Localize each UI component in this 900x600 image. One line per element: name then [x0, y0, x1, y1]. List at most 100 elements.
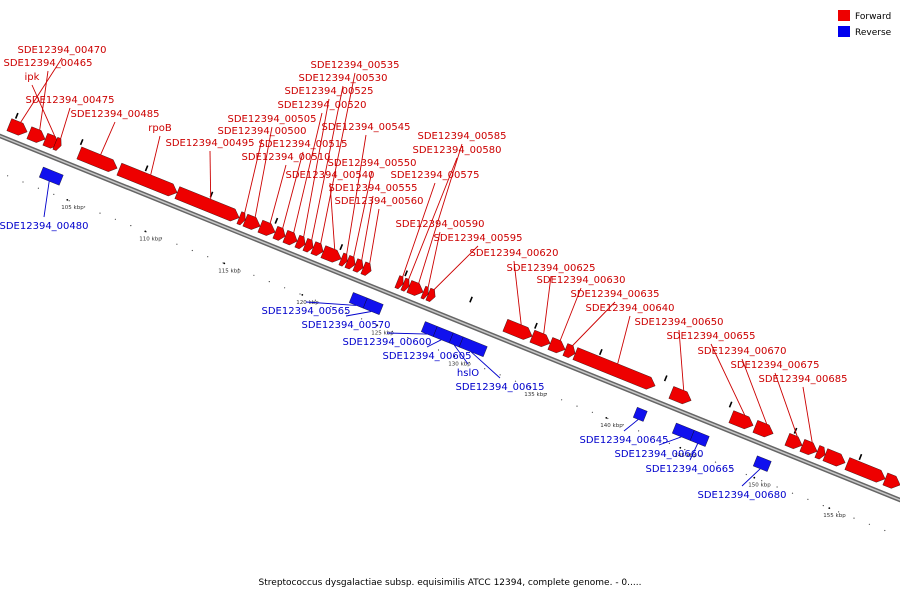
gene-arrow-fwd-30	[668, 386, 692, 405]
gene-label: SDE12394_00555	[329, 183, 418, 194]
minor-tick	[653, 436, 655, 438]
gene-label: SDE12394_00615	[456, 382, 545, 393]
minor-tick	[207, 256, 209, 258]
minor-tick	[160, 237, 163, 239]
gene-arrow-fwd-12	[294, 234, 306, 250]
leader-line	[361, 195, 374, 261]
leader-line	[346, 134, 367, 255]
gene-arrow-rev-9	[689, 430, 710, 447]
minor-tick	[376, 324, 378, 326]
leader-line	[658, 436, 682, 446]
minor-tick	[68, 200, 70, 202]
gene-arrow-fwd-34	[799, 439, 818, 455]
gene-label: hslO	[457, 368, 479, 379]
minor-tick	[253, 274, 255, 276]
major-tick	[605, 417, 608, 419]
major-tick	[301, 294, 304, 296]
leader-line	[710, 343, 746, 416]
minor-tick	[622, 424, 624, 426]
gene-label: SDE12394_00665	[646, 464, 735, 475]
leader-line	[802, 386, 813, 443]
leader-line	[386, 332, 428, 335]
minor-tick	[145, 231, 147, 233]
leader-line	[254, 126, 273, 218]
gene-arrow-fwd-26	[529, 329, 551, 347]
minor-tick	[37, 187, 40, 189]
minor-tick	[222, 262, 224, 264]
gene-label: SDE12394_00685	[759, 374, 848, 385]
legend-forward-swatch	[838, 10, 850, 21]
leader-line	[774, 372, 798, 437]
minor-tick	[714, 461, 717, 463]
leader-line	[741, 358, 768, 425]
gene-arrow-fwd-extra-3	[882, 472, 900, 489]
leader-line	[617, 315, 631, 364]
leader-line	[39, 70, 49, 130]
major-tick	[66, 199, 69, 201]
minor-tick	[484, 368, 486, 370]
gene-label: SDE12394_00640	[586, 303, 675, 314]
tick-label: 105 kbp	[61, 205, 84, 211]
gene-label: SDE12394_00625	[507, 263, 596, 274]
minor-tick	[345, 312, 347, 314]
gene-label: SDE12394_00670	[698, 346, 787, 357]
leader-line	[623, 419, 639, 432]
gene-label: SDE12394_00630	[537, 275, 626, 286]
leader-line	[311, 85, 344, 240]
gene-arrow-fwd-32	[752, 420, 774, 438]
minor-tick	[530, 386, 532, 388]
minor-tick	[730, 467, 732, 469]
gene-arrow-fwd-29	[572, 347, 656, 390]
leader-line	[572, 301, 616, 346]
leader-line	[433, 245, 479, 290]
legend-reverse-swatch	[838, 26, 850, 37]
major-tick	[753, 476, 756, 479]
gene-track	[6, 118, 900, 489]
gene-label: SDE12394_00645	[580, 435, 669, 446]
minor-tick	[638, 430, 640, 432]
gene-arrow-fwd-8	[242, 213, 261, 230]
gene-arrow-fwd-28	[562, 343, 576, 358]
gene-arrow-fwd-1	[26, 126, 46, 143]
gene-arrow-fwd-24	[425, 287, 436, 302]
minor-tick	[884, 529, 886, 532]
minor-tick	[437, 349, 440, 351]
leader-line	[559, 287, 582, 341]
gene-label: SDE12394_00515	[259, 139, 348, 150]
gene-arrow-fwd-9	[257, 219, 276, 236]
gene-arrow-fwd-0	[6, 118, 28, 136]
gene-label: SDE12394_00545	[322, 122, 411, 133]
gene-label: SDE12394_00575	[391, 170, 480, 181]
gene-arrow-rev-8	[671, 422, 695, 441]
major-tick	[828, 507, 831, 509]
leader-line	[320, 72, 356, 244]
gene-label: SDE12394_00585	[418, 131, 507, 142]
gene-arrow-fwd-11	[282, 229, 298, 246]
minor-tick	[684, 449, 686, 451]
gene-label: SDE12394_00550	[328, 158, 417, 169]
gene-arrow-fwd-extra-1	[822, 448, 846, 467]
gene-arrow-fwd-7	[236, 211, 246, 226]
minor-tick	[114, 218, 116, 220]
strand-dash	[598, 348, 603, 356]
gene-label: SDE12394_00565	[262, 306, 351, 317]
leader-line	[269, 164, 287, 224]
gene-label: SDE12394_00530	[299, 73, 388, 84]
gene-arrow-rev-7	[632, 406, 648, 422]
gene-label: SDE12394_00495	[166, 138, 255, 149]
leader-line	[678, 329, 685, 391]
tick-label: 145 kbp	[674, 453, 697, 459]
gene-arrow-fwd-extra-0	[814, 445, 826, 460]
minor-tick	[545, 393, 547, 395]
strand-dash	[144, 165, 149, 172]
minor-tick	[176, 243, 178, 245]
gene-label: SDE12394_00595	[434, 233, 523, 244]
minor-tick	[453, 355, 455, 357]
minor-tick	[668, 442, 671, 444]
leader-line	[282, 151, 304, 229]
gene-arrow-fwd-15	[320, 245, 342, 263]
minor-tick	[776, 486, 778, 488]
minor-tick	[822, 505, 824, 507]
gene-label: SDE12394_00475	[26, 95, 115, 106]
